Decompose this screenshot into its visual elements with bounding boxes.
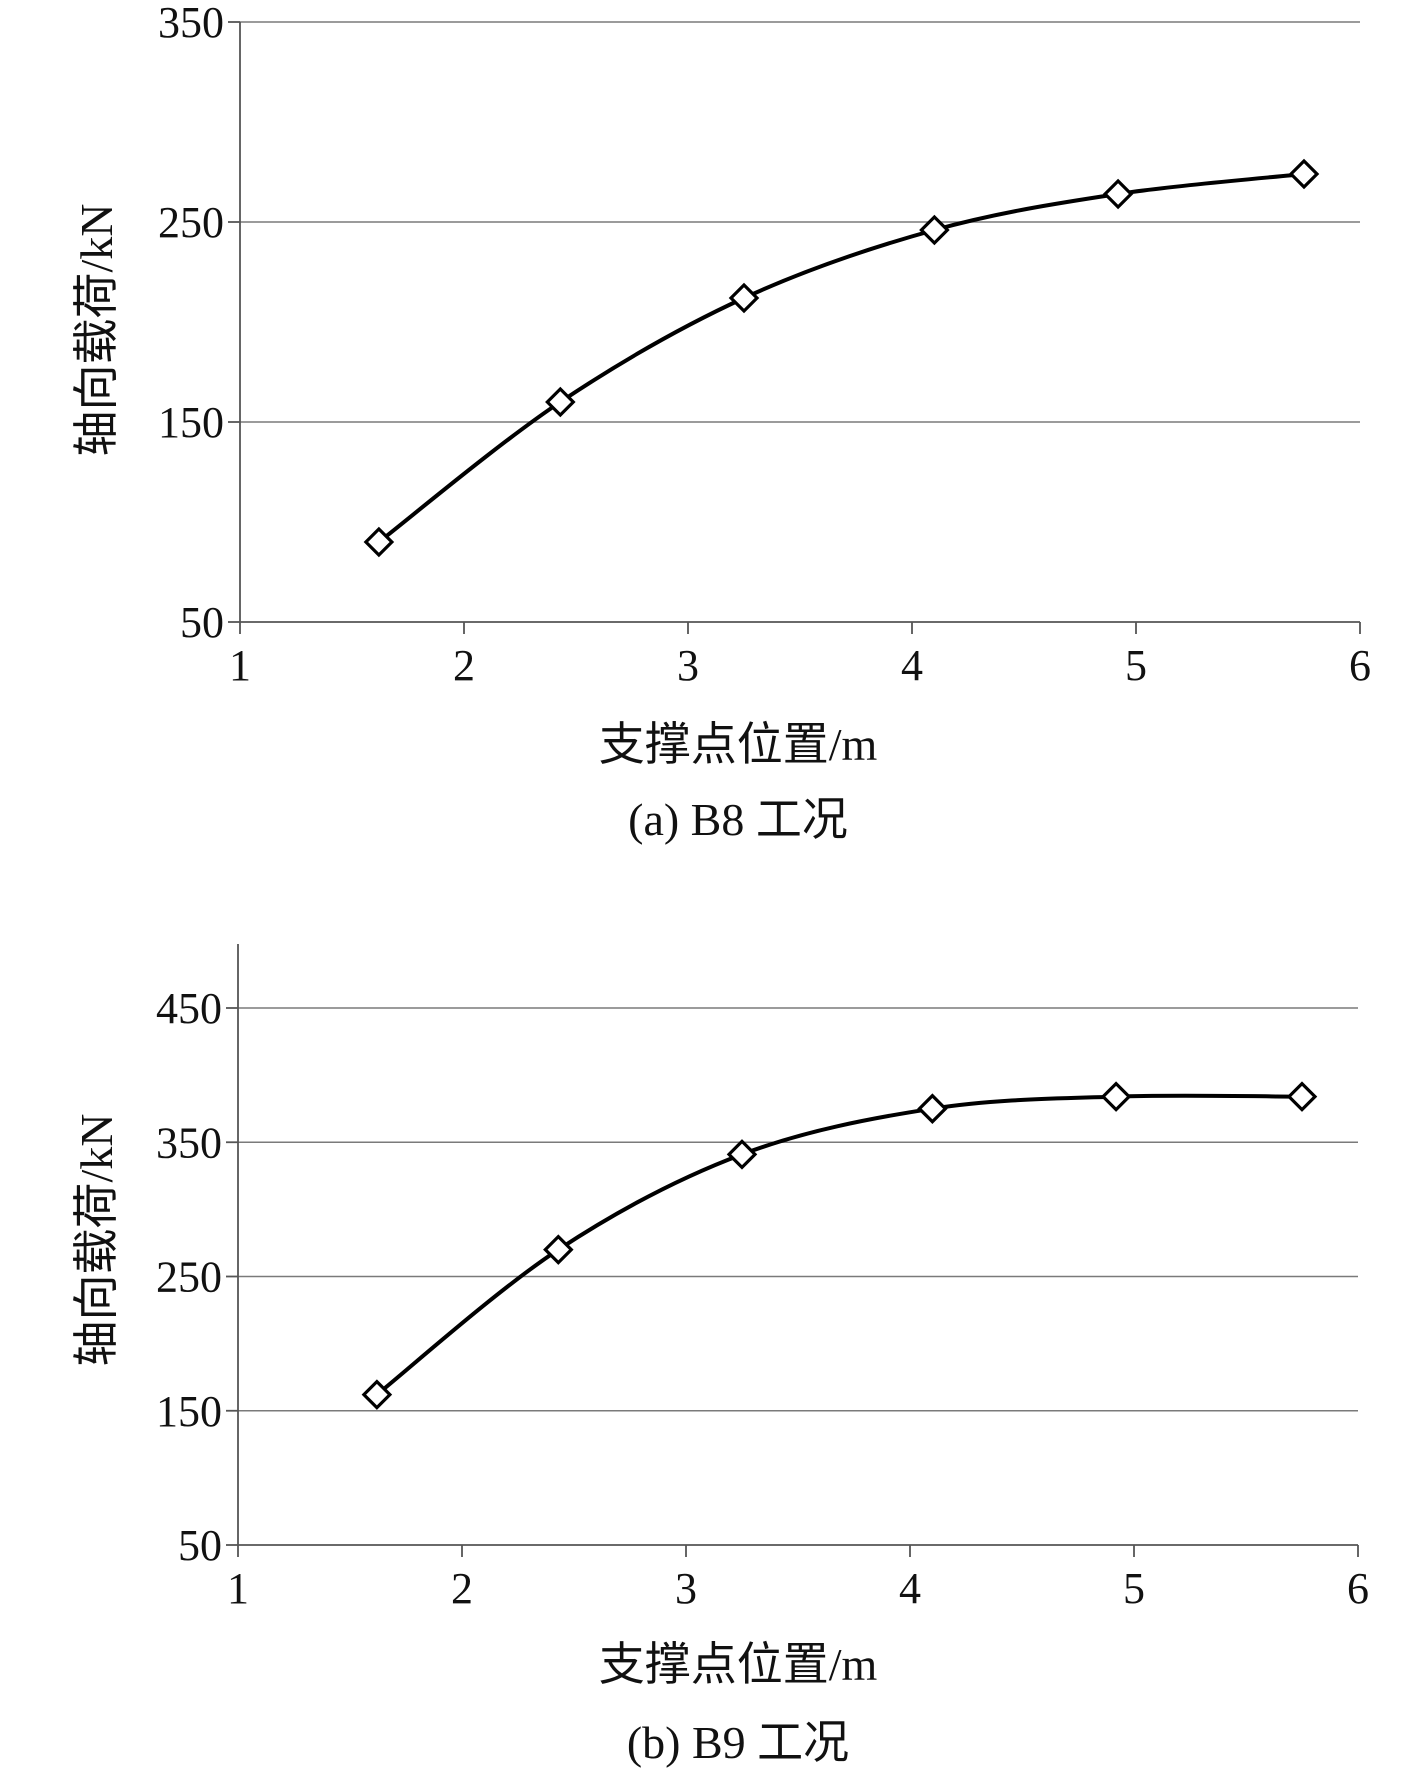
chart-b-x-tick-label: 4	[899, 1564, 921, 1613]
chart-a-x-tick-label: 5	[1125, 641, 1147, 690]
chart-a-data-point	[728, 282, 760, 314]
chart-a-axes	[228, 21, 1361, 634]
chart-b-gridlines	[238, 1007, 1358, 1412]
chart-a-x-axis-title: 支撑点位置/m	[599, 719, 878, 770]
chart-b-y-tick-label: 150	[156, 1387, 222, 1436]
chart-b-series	[374, 1093, 1304, 1397]
chart-a-y-tick-labels: 50 150 250 350	[158, 0, 224, 647]
chart-b-data-point	[917, 1093, 948, 1124]
chart-a-y-tick-label: 250	[158, 198, 224, 247]
chart-b-markers	[361, 1081, 1318, 1410]
chart-b-x-tick-labels: 1 2 3 4 5 6	[227, 1564, 1369, 1613]
chart-a: 50 150 250 350 1 2 3 4 5 6 轴向载荷/kN 支撑点位置/m (a) B…	[71, 0, 1371, 845]
chart-b-y-axis-title: 轴向载荷/kN	[71, 1114, 122, 1367]
chart-b-y-tick-label: 450	[156, 984, 222, 1033]
chart-a-data-point	[1288, 158, 1320, 190]
chart-b-data-point	[726, 1139, 758, 1170]
chart-b-y-tick-labels: 50 150 250 350 450	[156, 984, 222, 1570]
chart-a-y-tick-label: 50	[180, 598, 224, 647]
chart-b-data-point	[1286, 1081, 1318, 1112]
chart-b: 50 150 250 350 450 1 2 3 4 5 6 轴向载荷/kN 支撑点位置/m (b…	[71, 944, 1369, 1768]
chart-a-y-tick-label: 350	[158, 0, 224, 47]
chart-b-series-line	[374, 1093, 1304, 1397]
chart-a-x-tick-label: 2	[453, 641, 475, 690]
chart-b-data-point	[361, 1379, 393, 1410]
chart-b-x-tick-label: 1	[227, 1564, 249, 1613]
chart-a-series	[376, 172, 1306, 544]
chart-b-x-tick-label: 6	[1347, 1564, 1369, 1613]
chart-a-x-tick-label: 3	[677, 641, 699, 690]
chart-a-caption: (a) B8 工况	[628, 794, 848, 845]
chart-a-markers	[363, 158, 1320, 558]
chart-a-data-point	[363, 526, 395, 558]
chart-b-x-tick-label: 2	[451, 1564, 473, 1613]
chart-b-data-point	[1100, 1081, 1132, 1112]
chart-b-x-tick-label: 3	[675, 1564, 697, 1613]
chart-a-data-point	[919, 214, 950, 246]
chart-b-caption: (b) B9 工况	[627, 1717, 849, 1768]
chart-a-x-tick-label: 6	[1349, 641, 1371, 690]
chart-b-data-point	[543, 1234, 574, 1265]
chart-b-y-tick-label: 350	[156, 1118, 222, 1167]
chart-b-y-tick-label: 250	[156, 1253, 222, 1302]
chart-a-data-point	[545, 386, 576, 418]
chart-a-series-line	[376, 172, 1306, 544]
chart-a-y-tick-label: 150	[158, 398, 224, 447]
chart-b-y-tick-label: 50	[178, 1521, 222, 1570]
chart-a-data-point	[1102, 178, 1134, 210]
chart-a-gridlines	[240, 21, 1360, 423]
chart-b-x-tick-label: 5	[1123, 1564, 1145, 1613]
chart-a-x-tick-label: 4	[901, 641, 923, 690]
chart-a-y-axis-title: 轴向载荷/kN	[71, 204, 122, 457]
chart-b-x-axis-title: 支撑点位置/m	[599, 1639, 878, 1690]
chart-a-x-tick-label: 1	[229, 641, 251, 690]
chart-b-axes	[226, 944, 1359, 1557]
chart-a-x-tick-labels: 1 2 3 4 5 6	[229, 641, 1371, 690]
